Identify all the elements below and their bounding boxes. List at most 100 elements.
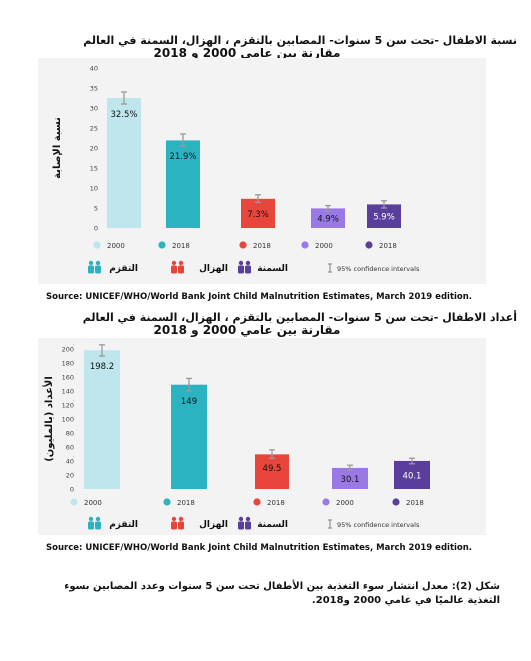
chart-2-legend-dot xyxy=(253,498,261,506)
chart-1-data-label: 32.5% xyxy=(110,110,137,120)
chart-1-legend-year: 2000 xyxy=(315,242,333,250)
chart-2-ytick: 200 xyxy=(62,346,74,354)
stunting-icon xyxy=(88,260,94,266)
overweight-icon xyxy=(245,265,251,274)
chart-1-ytick: 30 xyxy=(90,105,98,113)
chart-2-ytick: 140 xyxy=(62,388,74,396)
chart-2-bar xyxy=(255,454,289,489)
stunting-icon xyxy=(88,265,94,274)
chart-1-svg: 0 5 10 15 20 25 30 35 40 نسبة الإصابة 32.5% 21.9% 7.… xyxy=(52,65,420,275)
chart-2-ytick: 0 xyxy=(70,486,74,494)
chart-2-ytick: 180 xyxy=(62,360,74,368)
chart-1-ytick: 5 xyxy=(94,205,98,213)
chart-1-legend-ci: 95% confidence intervals xyxy=(337,265,420,273)
chart-1-bar xyxy=(311,208,345,228)
chart-1-ytick: 35 xyxy=(90,85,98,93)
chart-2-legend-wasting: الهزال xyxy=(199,520,228,530)
chart-2-title-line2: مقارنة بين عامي 2000 و 2018 xyxy=(153,323,341,337)
wasting-icon xyxy=(178,521,184,530)
chart-2-data-label: 149 xyxy=(181,397,197,407)
chart-2-legend-stunting: التقزم xyxy=(109,520,138,530)
chart-1-legend-dot xyxy=(93,241,101,249)
chart-2-title-line1: أعداد الاطفال -تحت سن 5 سنوات- المصابين … xyxy=(82,311,517,324)
chart-1-legend-stunting: التقزم xyxy=(109,264,138,274)
wasting-icon xyxy=(178,260,184,266)
chart-1-legend-dot xyxy=(365,241,373,249)
chart-2-ytick: 160 xyxy=(62,374,74,382)
stunting-icon xyxy=(95,260,101,266)
chart-2-bar xyxy=(84,350,120,489)
chart-2-data-label: 49.5 xyxy=(263,464,282,474)
chart-1-ytick: 25 xyxy=(90,125,98,133)
wasting-icon xyxy=(171,516,177,522)
overweight-icon xyxy=(238,521,244,530)
chart-1-title-line1: نسبة الاطفال -تحت سن 5 سنوات- المصابين ب… xyxy=(83,34,517,47)
chart-1-panel: 0 5 10 15 20 25 30 35 40 نسبة الإصابة 32.5% 21.9% 7.… xyxy=(38,58,486,284)
chart-1-bar xyxy=(166,140,200,228)
chart-1-ytick: 15 xyxy=(90,165,98,173)
chart-2-legend-dot xyxy=(163,498,171,506)
chart-1-bar xyxy=(367,204,401,228)
chart-2-ytick: 60 xyxy=(66,444,74,452)
chart-1-legend-year: 2018 xyxy=(172,242,190,250)
chart-1-source: Source: UNICEF/WHO/World Bank Joint Chil… xyxy=(46,292,473,302)
wasting-icon xyxy=(178,265,184,274)
chart-1-legend-overweight: السمنة xyxy=(257,264,288,274)
chart-2-ytick: 80 xyxy=(66,430,74,438)
chart-1-legend-wasting: الهزال xyxy=(199,264,228,274)
wasting-icon xyxy=(171,260,177,266)
chart-1-ytick: 20 xyxy=(90,145,98,153)
overweight-icon xyxy=(245,516,251,522)
chart-2-legend-year: 2000 xyxy=(84,499,102,507)
chart-2-data-label: 40.1 xyxy=(403,471,422,481)
stunting-icon xyxy=(95,521,101,530)
chart-2-ylabel: الأعداد (بالمليون) xyxy=(42,376,55,462)
overweight-icon xyxy=(238,265,244,274)
chart-1-ytick: 0 xyxy=(94,225,98,233)
figure-caption: شكل (2): معدل انتشار سوء التغذية بين الأ… xyxy=(64,581,500,606)
chart-1-data-label: 5.9% xyxy=(373,213,395,223)
chart-1-legend-year: 2018 xyxy=(253,242,271,250)
chart-2-legend-dot xyxy=(70,498,78,506)
chart-2-bar xyxy=(171,384,207,489)
chart-2-legend-overweight: السمنة xyxy=(257,520,288,530)
chart-1-data-label: 4.9% xyxy=(317,215,339,225)
stunting-icon xyxy=(95,516,101,522)
overweight-icon xyxy=(245,260,251,266)
chart-1-bar xyxy=(107,98,141,228)
chart-1-legend-year: 2018 xyxy=(379,242,397,250)
chart-1-legend-dot xyxy=(239,241,247,249)
chart-2-bar xyxy=(332,467,368,489)
wasting-icon xyxy=(171,521,177,530)
chart-2-ytick: 40 xyxy=(66,458,74,466)
chart-2-legend-ci: 95% confidence intervals xyxy=(337,521,420,529)
chart-2-panel: 0 20 40 60 80 100 120 140 160 180 200 الأعداد (بالم… xyxy=(38,338,486,535)
overweight-icon xyxy=(238,516,244,522)
chart-2-legend-year: 2018 xyxy=(177,499,195,507)
chart-2-svg: 0 20 40 60 80 100 120 140 160 180 200 الأعداد (بالم… xyxy=(42,344,430,530)
chart-2-ytick: 100 xyxy=(62,416,74,424)
overweight-icon xyxy=(245,521,251,530)
stunting-icon xyxy=(88,516,94,522)
chart-1-ylabel: نسبة الإصابة xyxy=(52,117,63,179)
chart-2-legend-year: 2000 xyxy=(336,499,354,507)
chart-1-title: نسبة الاطفال -تحت سن 5 سنوات- المصابين ب… xyxy=(17,34,517,60)
chart-1-legend-dot xyxy=(301,241,309,249)
wasting-icon xyxy=(178,516,184,522)
chart-2-ytick: 20 xyxy=(66,472,74,480)
overweight-icon xyxy=(238,260,244,266)
chart-2-legend-dot xyxy=(392,498,400,506)
chart-2-data-label: 30.1 xyxy=(341,475,360,485)
wasting-icon xyxy=(171,265,177,274)
chart-1-legend-year: 2000 xyxy=(107,242,125,250)
chart-1-data-label: 7.3% xyxy=(247,210,269,220)
chart-1-legend-dot xyxy=(158,241,166,249)
chart-1-data-label: 21.9% xyxy=(169,152,196,162)
stunting-icon xyxy=(95,265,101,274)
chart-2-legend-year: 2018 xyxy=(267,499,285,507)
chart-1-title-line2: مقارنة بين عامي 2000 و 2018 xyxy=(153,46,341,60)
chart-2-data-label: 198.2 xyxy=(90,362,114,372)
chart-1-ytick: 10 xyxy=(90,185,98,193)
chart-2-legend-dot xyxy=(322,498,330,506)
chart-1-bar xyxy=(241,198,275,228)
